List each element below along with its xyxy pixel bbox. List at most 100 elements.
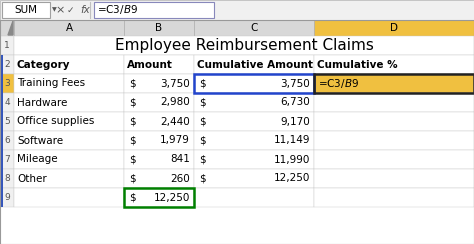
Bar bbox=[194, 150, 314, 169]
Text: $: $ bbox=[129, 98, 136, 108]
Bar bbox=[14, 131, 124, 150]
Bar bbox=[314, 55, 474, 74]
Text: $: $ bbox=[199, 154, 206, 164]
Text: 7: 7 bbox=[4, 155, 10, 164]
Text: =C3/$B$9: =C3/$B$9 bbox=[97, 3, 138, 17]
Text: $: $ bbox=[129, 173, 136, 183]
Bar bbox=[194, 169, 314, 188]
Text: 2,440: 2,440 bbox=[160, 116, 190, 126]
Bar bbox=[124, 188, 194, 207]
Text: 6,730: 6,730 bbox=[280, 98, 310, 108]
Bar bbox=[194, 20, 314, 36]
Text: $: $ bbox=[129, 154, 136, 164]
Bar bbox=[314, 188, 474, 207]
Bar bbox=[0, 36, 14, 55]
Polygon shape bbox=[8, 21, 13, 35]
Bar bbox=[194, 188, 314, 207]
Text: 9,170: 9,170 bbox=[280, 116, 310, 126]
Bar bbox=[314, 131, 474, 150]
Text: 11,149: 11,149 bbox=[273, 135, 310, 145]
Text: $: $ bbox=[199, 79, 206, 89]
Bar bbox=[124, 55, 194, 74]
Bar bbox=[314, 93, 474, 112]
Text: 3,750: 3,750 bbox=[280, 79, 310, 89]
Bar bbox=[124, 131, 194, 150]
Bar bbox=[194, 74, 314, 93]
Text: Employee Reimbursement Claims: Employee Reimbursement Claims bbox=[115, 38, 374, 53]
Text: fx: fx bbox=[80, 5, 90, 15]
Bar bbox=[0, 169, 14, 188]
Bar bbox=[314, 74, 474, 93]
Bar bbox=[124, 74, 194, 93]
Bar bbox=[14, 112, 124, 131]
Text: D: D bbox=[390, 23, 398, 33]
Text: ×: × bbox=[55, 5, 64, 15]
Text: Hardware: Hardware bbox=[17, 98, 67, 108]
Bar bbox=[194, 93, 314, 112]
Bar bbox=[124, 93, 194, 112]
Text: 9: 9 bbox=[4, 193, 10, 202]
Text: $: $ bbox=[129, 135, 136, 145]
Bar bbox=[14, 74, 124, 93]
Bar bbox=[0, 188, 14, 207]
Bar bbox=[14, 169, 124, 188]
Text: 6: 6 bbox=[4, 136, 10, 145]
Text: Cumulative %: Cumulative % bbox=[317, 60, 398, 70]
Text: $: $ bbox=[129, 193, 136, 203]
Bar bbox=[314, 20, 474, 36]
Text: 5: 5 bbox=[4, 117, 10, 126]
Text: 8: 8 bbox=[4, 174, 10, 183]
Text: SUM: SUM bbox=[15, 5, 37, 15]
Text: $: $ bbox=[199, 135, 206, 145]
Bar bbox=[124, 20, 194, 36]
Text: $: $ bbox=[129, 116, 136, 126]
Bar bbox=[0, 55, 14, 74]
Text: 3: 3 bbox=[4, 79, 10, 88]
Bar bbox=[124, 150, 194, 169]
Bar bbox=[0, 150, 14, 169]
Text: ✓: ✓ bbox=[66, 6, 74, 14]
Bar bbox=[194, 131, 314, 150]
Bar bbox=[124, 169, 194, 188]
Text: ▼: ▼ bbox=[52, 8, 57, 12]
Text: 2,980: 2,980 bbox=[160, 98, 190, 108]
Text: 1: 1 bbox=[4, 41, 10, 50]
Bar bbox=[0, 93, 14, 112]
Text: Cumulative Amount: Cumulative Amount bbox=[197, 60, 313, 70]
Text: Category: Category bbox=[17, 60, 71, 70]
Bar bbox=[14, 36, 474, 55]
Bar bbox=[14, 55, 124, 74]
Bar bbox=[0, 55, 3, 207]
Bar bbox=[14, 188, 124, 207]
Text: 260: 260 bbox=[170, 173, 190, 183]
Bar bbox=[0, 20, 14, 36]
Bar bbox=[314, 112, 474, 131]
Text: 12,250: 12,250 bbox=[273, 173, 310, 183]
Text: Amount: Amount bbox=[127, 60, 173, 70]
Bar bbox=[314, 150, 474, 169]
Text: 3,750: 3,750 bbox=[160, 79, 190, 89]
Text: =C3/$B$9: =C3/$B$9 bbox=[318, 77, 359, 90]
Text: $: $ bbox=[129, 79, 136, 89]
Bar bbox=[0, 0, 474, 20]
Text: $: $ bbox=[199, 116, 206, 126]
Text: Other: Other bbox=[17, 173, 47, 183]
Bar bbox=[194, 55, 314, 74]
Text: Training Fees: Training Fees bbox=[17, 79, 85, 89]
Text: C: C bbox=[250, 23, 258, 33]
Text: 1,979: 1,979 bbox=[160, 135, 190, 145]
Bar bbox=[2, 2, 50, 18]
Text: 2: 2 bbox=[4, 60, 10, 69]
Bar bbox=[194, 112, 314, 131]
Text: B: B bbox=[155, 23, 163, 33]
Bar bbox=[14, 150, 124, 169]
Bar bbox=[0, 74, 14, 93]
Bar bbox=[124, 112, 194, 131]
Bar bbox=[14, 93, 124, 112]
Bar bbox=[0, 131, 14, 150]
Text: A: A bbox=[65, 23, 73, 33]
Bar bbox=[14, 20, 124, 36]
Bar bbox=[314, 74, 474, 93]
Text: 4: 4 bbox=[4, 98, 10, 107]
Bar bbox=[94, 2, 214, 18]
